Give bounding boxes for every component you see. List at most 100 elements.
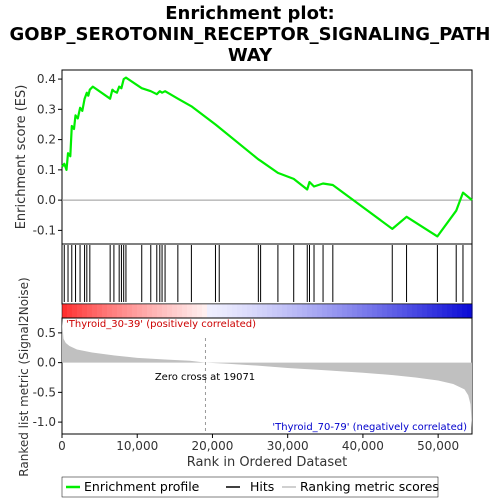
x-tick-label: 20,000 [191,439,233,453]
heat-cell [77,304,83,318]
heat-cell [62,304,68,318]
heat-cell [377,304,383,318]
heat-cell [112,304,118,318]
negative-correlation-label: 'Thyroid_70-79' (negatively correlated) [272,422,467,433]
heat-cell [447,304,453,318]
heat-cell [362,304,368,318]
heat-cell [182,304,188,318]
legend-box [61,476,439,498]
heat-cell [442,304,448,318]
heat-cell [397,304,403,318]
heat-cell [432,304,438,318]
heat-cell [457,304,463,318]
es-y-tick-label: 0.0 [37,193,56,207]
metric-y-tick-label: -1.0 [33,415,56,429]
ranking-metric-area [62,319,472,429]
es-y-tick-label: 0.4 [37,72,56,86]
heat-cell [207,304,213,318]
hits-panel-frame [61,243,473,305]
heat-cell [187,304,193,318]
heat-cell [342,304,348,318]
metric-y-tick-label: 0.5 [37,326,56,340]
es-y-tick-label: 0.3 [37,102,56,116]
metric-layer [62,319,472,434]
heat-cell [217,304,223,318]
ranked-heat-bar [62,304,473,318]
heat-cell [177,304,183,318]
heat-cell [272,304,278,318]
heat-cell [202,304,208,318]
legend-label-profile: Enrichment profile [84,479,200,494]
heat-cell [312,304,318,318]
heat-cell [382,304,388,318]
heat-cell [72,304,78,318]
heat-cell [167,304,173,318]
heat-cell [267,304,273,318]
heat-cell [127,304,133,318]
heat-cell [92,304,98,318]
heat-cell [337,304,343,318]
heat-cell [87,304,93,318]
heat-cell [392,304,398,318]
heat-cell [252,304,258,318]
es-layer [61,76,473,238]
heat-cell [327,304,333,318]
heat-cell [67,304,73,318]
heat-cell [192,304,198,318]
heat-cell [162,304,168,318]
heat-cell [107,304,113,318]
metric-y-tick-label: 0.0 [37,356,56,370]
zero-cross-label: Zero cross at 19071 [155,372,255,383]
title-line-1: Enrichment plot: [165,3,335,24]
heat-cell [322,304,328,318]
heat-cell [237,304,243,318]
heat-cell [157,304,163,318]
heat-cell [412,304,418,318]
heat-cell [387,304,393,318]
x-tick-label: 10,000 [116,439,158,453]
heat-cell [102,304,108,318]
heat-cell [282,304,288,318]
heat-cell [142,304,148,318]
es-panel-frame [61,69,473,245]
hits-layer [63,245,464,302]
heat-cell [302,304,308,318]
heat-cell [422,304,428,318]
x-tick-label: 50,000 [417,439,459,453]
heat-cell [257,304,263,318]
legend-label-metric: Ranking metric scores [300,479,439,494]
heat-cell [317,304,323,318]
heat-cell [352,304,358,318]
heat-cell [372,304,378,318]
heat-cell [227,304,233,318]
es-y-tick-label: 0.1 [37,163,56,177]
heat-cell [197,304,203,318]
metric-y-axis-label: Ranked list metric (Signal2Noise) [17,277,31,476]
heat-cell [407,304,413,318]
es-y-tick-label: -0.1 [33,223,56,237]
es-y-tick-label: 0.2 [37,133,56,147]
heat-cell [357,304,363,318]
positive-correlation-label: 'Thyroid_30-39' (positively correlated) [66,319,256,330]
es-y-axis-label: Enrichment score (ES) [14,85,29,230]
x-tick-label: 0 [58,439,66,453]
title-line-2: GOBP_SEROTONIN_RECEPTOR_SIGNALING_PATH [10,24,491,45]
heat-cell [297,304,303,318]
heat-cell [402,304,408,318]
heat-cell [232,304,238,318]
x-tick-label: 30,000 [267,439,309,453]
heat-cell [172,304,178,318]
heat-cell [437,304,443,318]
heat-cell [307,304,313,318]
heat-cell [152,304,158,318]
axes-layer: -0.1 0.0 0.1 0.2 0.3 0.4 -1.0 -0.5 0.0 0.5 0 10,000… [33,72,460,453]
heat-cell [262,304,268,318]
heat-cell [427,304,433,318]
x-tick-label: 40,000 [342,439,384,453]
heat-cell [417,304,423,318]
heat-cell [212,304,218,318]
heat-cell [287,304,293,318]
heat-cell [97,304,103,318]
heat-cell [332,304,338,318]
